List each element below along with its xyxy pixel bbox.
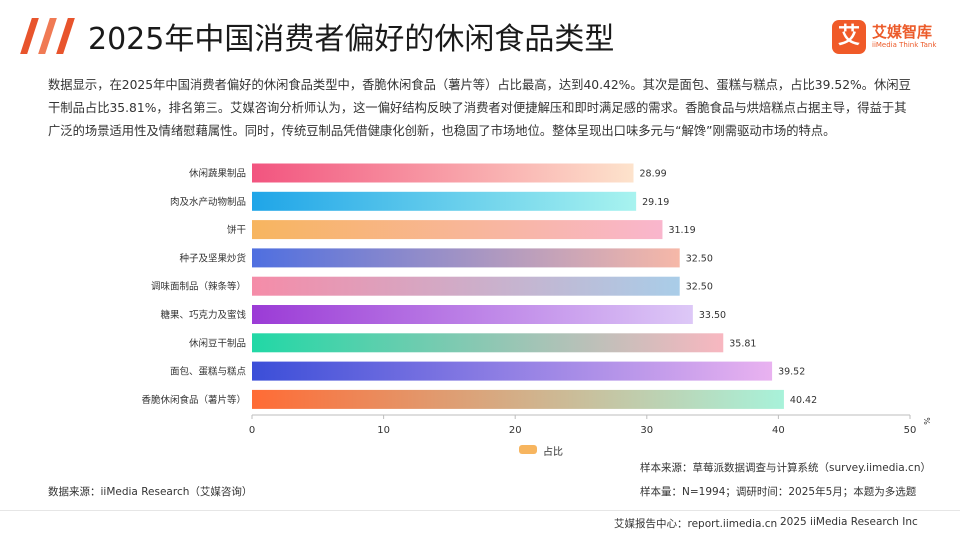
x-tick-label: 10 [377,425,390,436]
logo-name: 艾媒智库 [872,23,933,41]
value-label: 31.19 [668,225,695,236]
category-label: 饼干 [227,224,246,236]
category-label: 肉及水产动物制品 [170,196,246,208]
value-label: 39.52 [778,367,805,378]
sample-size-note: 样本量：N=1994；调研时间：2025年5月；本题为多选题 [640,486,917,498]
chart-bar [252,333,724,353]
category-label: 香脆休闲食品（薯片等） [141,394,246,406]
description-text: 数据显示，在2025年中国消费者偏好的休闲食品类型中，香脆休闲食品（薯片等）占比… [48,78,911,138]
chart-bar [252,163,634,183]
category-label: 调味面制品（辣条等） [151,281,246,293]
category-label: 面包、蛋糕与糕点 [170,366,247,378]
chart-bar [252,191,637,211]
value-label: 40.42 [790,395,817,406]
chart-bar [252,389,784,409]
chart-bar [252,220,663,240]
category-label: 休闲蔬果制品 [189,168,246,180]
x-tick-label: 40 [772,425,785,436]
page-title: 2025年中国消费者偏好的休闲食品类型 [88,22,615,57]
value-label: 33.50 [699,310,726,321]
value-label: 28.99 [640,169,667,180]
x-tick-label: 20 [509,425,522,436]
x-tick-label: 50 [904,425,917,436]
logo-mark: 艾 [832,20,866,54]
chart-bar [252,276,680,296]
x-tick-label: 30 [640,425,653,436]
category-label: 休闲豆干制品 [189,337,246,349]
x-tick-label: 0 [249,425,255,436]
footer-report-center: 艾媒报告中心：report.iimedia.cn [614,518,778,530]
chart-bar [252,361,773,381]
footer-divider [0,510,960,511]
category-label: 种子及坚果炒货 [179,252,246,264]
value-label: 29.19 [642,197,669,208]
logo-tagline: iiMedia Think Tank [872,41,937,49]
legend-swatch [519,445,537,454]
header: 2025年中国消费者偏好的休闲食品类型 艾 艾媒智库 iiMedia Think… [0,0,960,72]
brand-logo: 艾 艾媒智库 iiMedia Think Tank [832,20,952,56]
data-source-note: 数据来源：iiMedia Research（艾媒咨询） [48,486,253,498]
legend-label: 占比 [543,447,563,458]
value-label: 32.50 [686,282,713,293]
value-label: 32.50 [686,253,713,264]
category-label: 糖果、巧克力及蜜饯 [160,309,246,321]
x-axis-unit: % [922,417,931,425]
sample-source-note: 样本来源：草莓派数据调查与计算系统（survey.iimedia.cn） [640,462,931,474]
chart-bar [252,248,680,268]
value-label: 35.81 [729,338,756,349]
chart-bar [252,305,693,324]
footer-copyright: 2025 iiMedia Research Inc [780,516,918,528]
